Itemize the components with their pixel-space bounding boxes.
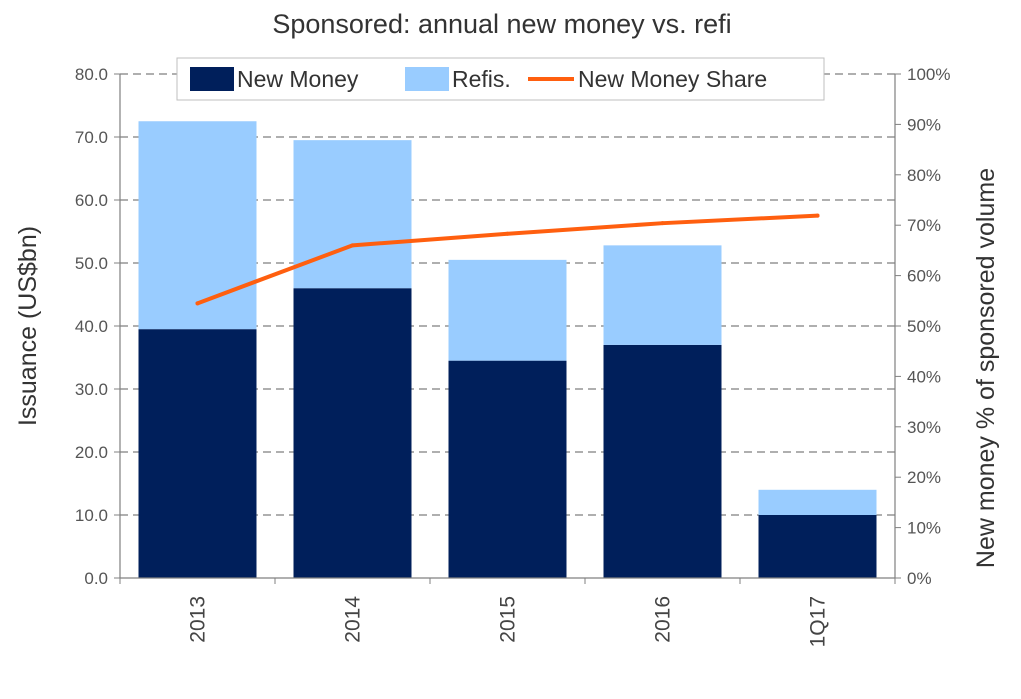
- share-line: [195, 213, 820, 306]
- y2-tick-label: 100%: [907, 65, 950, 84]
- y-tick-label: 60.0: [75, 191, 108, 210]
- bar-new-money-2015: [448, 360, 567, 578]
- y2-tick-label: 0%: [907, 569, 932, 588]
- y2-tick-label: 20%: [907, 468, 941, 487]
- y-tick-label: 10.0: [75, 506, 108, 525]
- bar-refis-2013: [138, 121, 257, 330]
- bar-refis-1q17: [758, 489, 877, 515]
- line-point-2013: [195, 301, 200, 306]
- y-tick-label: 20.0: [75, 443, 108, 462]
- x-tick-label: 2015: [497, 596, 520, 643]
- legend-box: [176, 57, 825, 101]
- y2-tick-label: 10%: [907, 519, 941, 538]
- line-point-2014: [350, 243, 355, 248]
- bar-refis-2014: [293, 140, 412, 289]
- y-tick-label: 80.0: [75, 65, 108, 84]
- bars: [138, 121, 877, 578]
- y-tick-label: 50.0: [75, 254, 108, 273]
- y2-tick-label: 60%: [907, 267, 941, 286]
- bar-refis-2016: [603, 245, 722, 345]
- bar-new-money-2013: [138, 329, 257, 578]
- y-tick-label: 40.0: [75, 317, 108, 336]
- legend-swatch-refis: [405, 67, 449, 91]
- y-tick-label: 0.0: [84, 569, 108, 588]
- line-point-2016: [660, 221, 665, 226]
- y2-tick-label: 40%: [907, 367, 941, 386]
- bar-refis-2015: [448, 259, 567, 361]
- x-axis-ticks: 2013 2014 2015 2016 1Q17: [187, 596, 830, 648]
- y2-tick-label: 30%: [907, 418, 941, 437]
- legend-label-new-money: New Money: [237, 66, 359, 92]
- axes: [114, 73, 901, 584]
- y2-axis-title: New money % of sponsored volume: [972, 168, 1000, 568]
- y2-tick-label: 50%: [907, 317, 941, 336]
- y2-axis-ticks: 0% 10% 20% 30% 40% 50% 60% 70% 80% 90% 100%: [907, 65, 950, 588]
- x-tick-label: 1Q17: [807, 596, 830, 647]
- line-point-1q17: [815, 213, 820, 218]
- bar-new-money-1q17: [758, 515, 877, 578]
- y2-tick-label: 70%: [907, 216, 941, 235]
- chart-title: Sponsored: annual new money vs. refi: [272, 9, 731, 39]
- x-tick-label: 2014: [342, 596, 365, 643]
- legend-label-new-money-share: New Money Share: [578, 66, 767, 92]
- y-axis-title: Issuance (US$bn): [14, 226, 42, 426]
- y2-tick-label: 80%: [907, 166, 941, 185]
- y2-tick-label: 90%: [907, 115, 941, 134]
- bar-new-money-2014: [293, 288, 412, 578]
- x-tick-label: 2016: [652, 596, 675, 643]
- x-tick-label: 2013: [187, 596, 210, 643]
- y-axis-ticks: 0.0 10.0 20.0 30.0 40.0 50.0 60.0 70.0 80.0: [75, 65, 108, 588]
- legend: New Money Refis. New Money Share: [176, 57, 825, 101]
- bar-new-money-2016: [603, 344, 722, 578]
- legend-label-refis: Refis.: [452, 66, 511, 92]
- y-tick-label: 30.0: [75, 380, 108, 399]
- y-tick-label: 70.0: [75, 128, 108, 147]
- legend-swatch-new-money: [190, 67, 234, 91]
- line-point-2015: [505, 231, 510, 236]
